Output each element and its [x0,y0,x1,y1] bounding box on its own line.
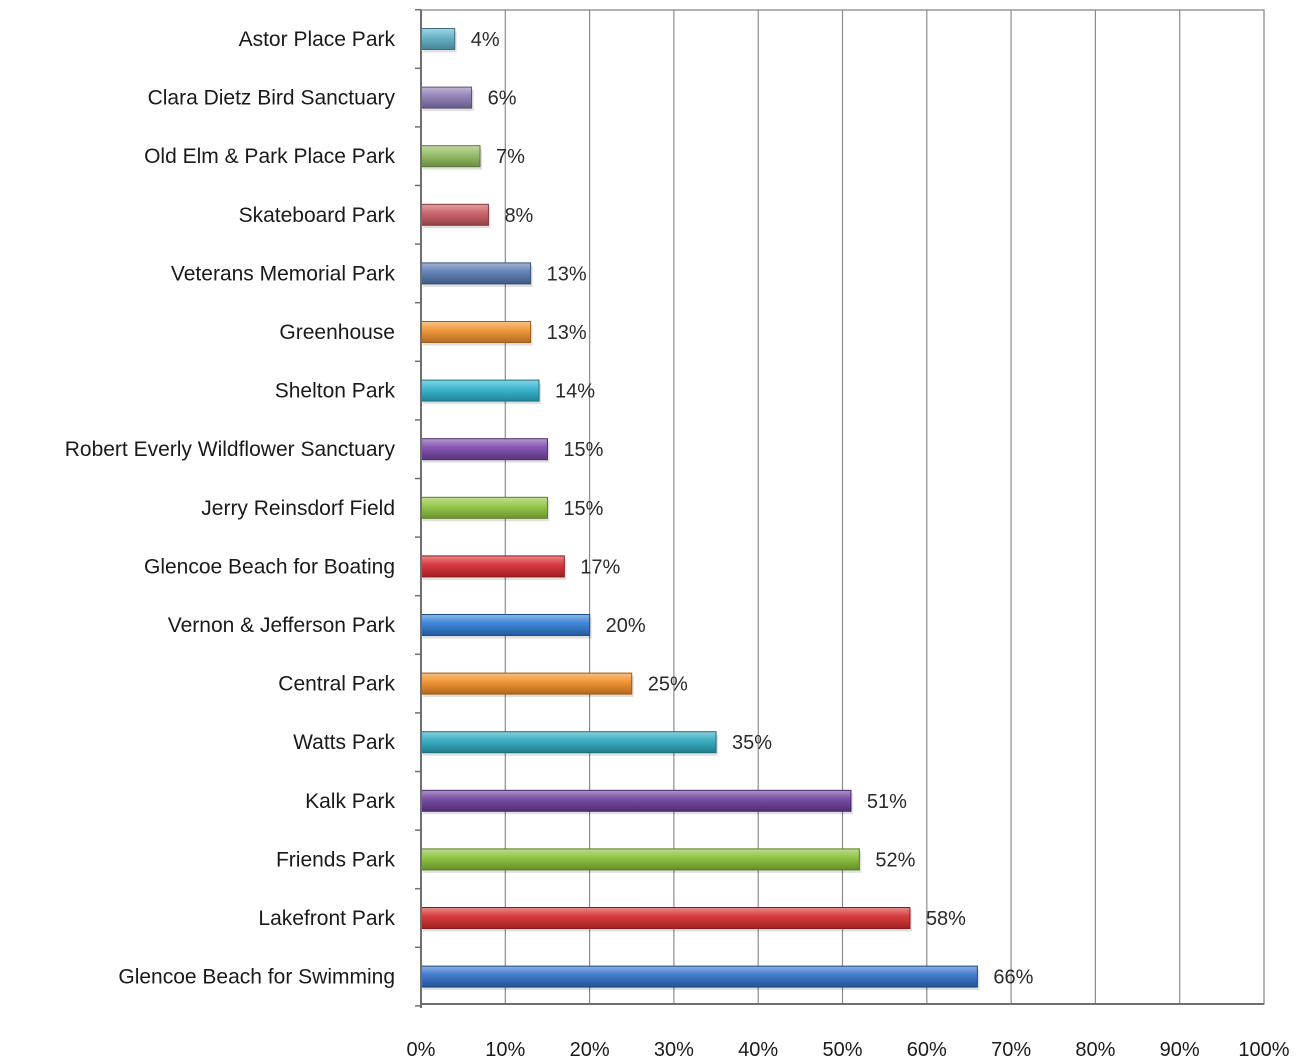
bar [420,379,540,402]
bar [420,145,481,168]
category-label: Central Park [278,673,395,696]
bar [420,86,473,109]
category-label: Robert Everly Wildflower Sanctuary [65,438,396,461]
category-label: Vernon & Jefferson Park [168,614,396,637]
x-tick-label: 20% [570,1039,610,1061]
category-label: Astor Place Park [239,28,396,51]
x-tick-label: 30% [654,1039,694,1061]
category-label: Veterans Memorial Park [171,262,396,285]
x-tick-label: 100% [1238,1039,1289,1061]
bars [420,28,980,991]
value-label: 7% [496,146,525,168]
category-label: Old Elm & Park Place Park [144,145,395,168]
bar [420,28,456,50]
category-label: Kalk Park [305,790,395,813]
category-label: Glencoe Beach for Boating [144,555,395,578]
bar [420,789,852,812]
value-label: 17% [580,556,620,578]
value-label: 6% [488,88,517,110]
category-label: Watts Park [293,731,395,754]
x-tick-label: 40% [738,1039,778,1061]
value-label: 20% [606,615,646,637]
value-label: 13% [547,263,587,285]
value-label: 66% [993,967,1033,989]
value-label: 58% [926,908,966,930]
bar [420,262,532,285]
category-label: Shelton Park [275,380,396,403]
bar [420,496,548,519]
x-tick-label: 90% [1160,1039,1200,1061]
axes [415,8,1264,1008]
x-tick-label: 80% [1075,1039,1115,1061]
x-tick-label: 10% [485,1039,525,1061]
category-label: Glencoe Beach for Swimming [118,966,395,989]
value-label: 14% [555,381,595,403]
category-label: Greenhouse [279,321,395,344]
category-label: Skateboard Park [239,204,396,227]
bar [420,203,489,226]
labels: 0% 10% 20% 30% 40% 50% 60% 70% 80% 90% 100% Astor P… [65,28,1290,1061]
bar [420,321,532,343]
x-tick-label: 0% [407,1039,436,1061]
x-tick-label: 50% [822,1039,862,1061]
value-label: 25% [648,674,688,696]
bar [420,614,591,636]
category-label: Friends Park [276,848,396,871]
bar [420,907,911,929]
bar [420,555,565,578]
value-label: 4% [471,29,500,51]
category-label: Lakefront Park [258,907,395,930]
value-label: 51% [867,791,907,813]
x-tick-label: 60% [907,1039,947,1061]
value-label: 15% [563,439,603,461]
value-label: 15% [563,498,603,520]
bar [420,848,860,871]
bar [420,731,717,754]
gridlines [420,9,1265,1005]
bar [420,672,633,695]
x-tick-label: 70% [991,1039,1031,1061]
category-label: Clara Dietz Bird Sanctuary [148,87,396,110]
category-label: Jerry Reinsdorf Field [201,497,395,520]
value-label: 35% [732,732,772,754]
value-label: 13% [547,322,587,344]
value-label: 52% [875,849,915,871]
value-label: 8% [504,205,533,227]
bar [420,438,548,461]
bar [420,965,978,988]
